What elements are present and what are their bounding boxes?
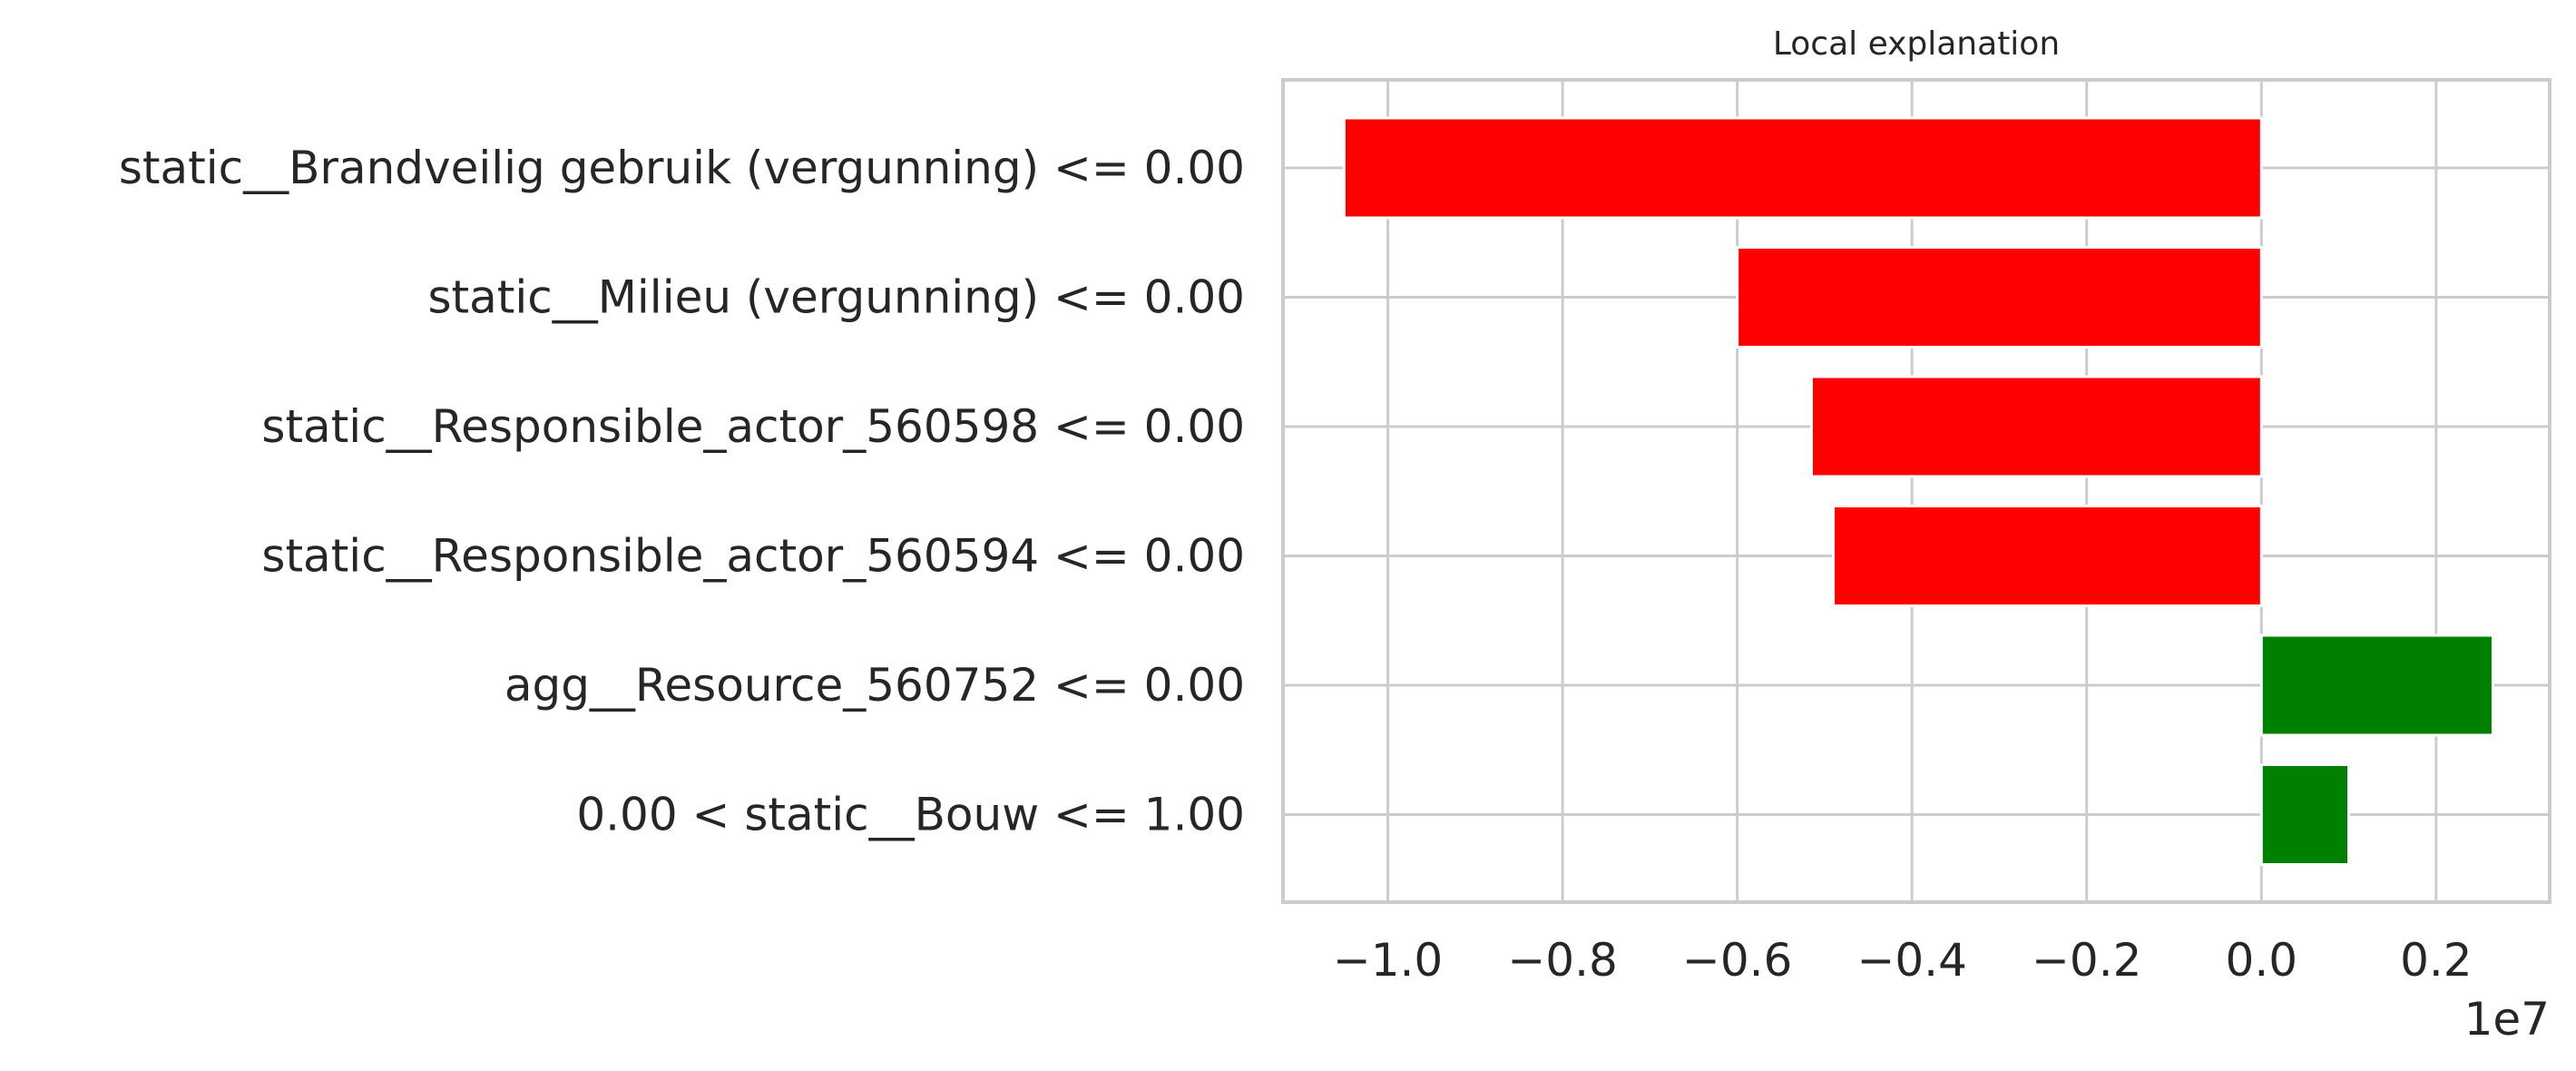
category-label: static__Brandveilig gebruik (vergunning)…	[119, 142, 1245, 194]
category-label: static__Responsible_actor_560594 <= 0.00	[261, 530, 1245, 583]
category-label: agg__Resource_560752 <= 0.00	[504, 659, 1245, 712]
bars	[1342, 116, 2494, 866]
x-tick-labels: −1.0 −0.8 −0.6 −0.4 −0.2 0.0 0.2	[1333, 934, 2473, 987]
x-tick-label: 0.2	[2400, 934, 2473, 987]
category-label: 0.00 < static__Bouw <= 1.00	[576, 789, 1245, 841]
chart-title: Local explanation	[1773, 25, 2060, 63]
x-tick-label: −0.4	[1856, 934, 1966, 987]
bar	[1736, 246, 2263, 349]
x-tick-label: −0.8	[1507, 934, 1617, 987]
x-tick-label: 0.0	[2226, 934, 2298, 987]
bar	[1342, 116, 2263, 220]
category-label: static__Responsible_actor_560598 <= 0.00	[261, 400, 1245, 453]
plot-frame	[1281, 78, 2552, 904]
x-tick-label: −0.6	[1682, 934, 1792, 987]
bar	[1832, 505, 2263, 607]
bar	[2259, 634, 2494, 737]
bar	[2259, 763, 2351, 866]
bar	[1809, 375, 2263, 478]
category-label: static__Milieu (vergunning) <= 0.00	[427, 271, 1245, 324]
x-offset-label: 1e7	[2464, 993, 2550, 1046]
category-labels: static__Brandveilig gebruik (vergunning)…	[119, 142, 1245, 841]
x-tick-label: −1.0	[1333, 934, 1443, 987]
x-tick-label: −0.2	[2032, 934, 2141, 987]
